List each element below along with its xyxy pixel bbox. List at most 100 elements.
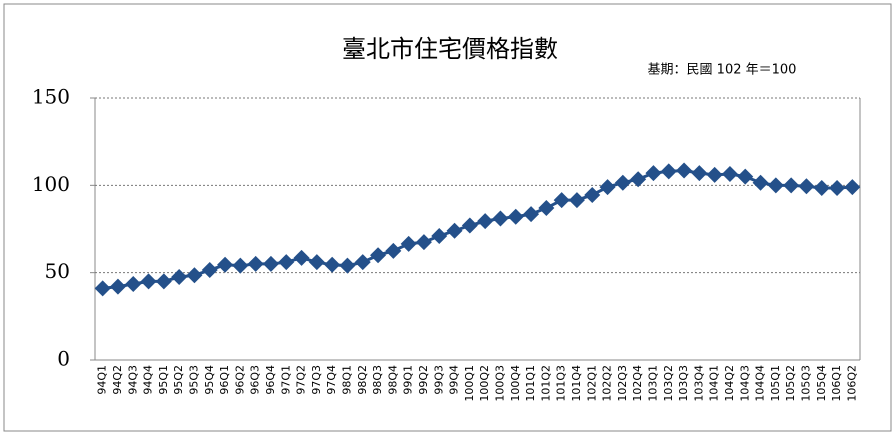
data-marker bbox=[752, 174, 769, 191]
x-tick-label: 94Q3 bbox=[126, 365, 139, 395]
data-marker bbox=[461, 217, 478, 234]
data-marker bbox=[186, 267, 203, 284]
x-tick-label: 97Q3 bbox=[310, 365, 323, 395]
data-marker bbox=[523, 206, 540, 223]
x-tick-label: 105Q1 bbox=[769, 365, 782, 402]
chart-subtitle: 基期：民國 102 年＝100 bbox=[648, 63, 797, 78]
data-marker bbox=[844, 179, 861, 196]
data-marker bbox=[385, 242, 402, 259]
x-tick-label: 94Q2 bbox=[111, 365, 124, 395]
x-tick-label: 100Q3 bbox=[493, 365, 506, 402]
x-tick-label: 96Q1 bbox=[218, 365, 231, 395]
data-marker bbox=[339, 257, 356, 274]
x-tick-label: 94Q1 bbox=[96, 365, 109, 395]
data-marker bbox=[553, 192, 570, 209]
data-marker bbox=[813, 179, 830, 196]
x-tick-label: 97Q1 bbox=[279, 365, 292, 395]
data-marker bbox=[354, 254, 371, 271]
data-marker bbox=[201, 262, 218, 279]
x-tick-label: 99Q2 bbox=[417, 365, 430, 395]
x-tick-label: 100Q1 bbox=[463, 365, 476, 402]
data-marker bbox=[630, 171, 647, 188]
x-tick-label: 101Q3 bbox=[555, 365, 568, 402]
x-tick-label: 101Q1 bbox=[524, 365, 537, 402]
data-marker bbox=[415, 234, 432, 251]
data-marker bbox=[125, 276, 142, 293]
x-tick-label: 105Q4 bbox=[815, 365, 828, 402]
data-marker bbox=[370, 247, 387, 264]
data-marker bbox=[308, 254, 325, 271]
data-marker bbox=[538, 200, 555, 217]
data-marker bbox=[721, 165, 738, 182]
x-tick-label: 104Q4 bbox=[754, 365, 767, 402]
x-tick-label: 105Q2 bbox=[784, 365, 797, 402]
x-tick-label: 98Q2 bbox=[356, 365, 369, 395]
x-tick-label: 100Q4 bbox=[509, 365, 522, 402]
data-marker bbox=[431, 227, 448, 244]
data-marker bbox=[568, 192, 585, 209]
x-tick-label: 99Q1 bbox=[402, 365, 415, 395]
x-tick-label: 102Q1 bbox=[585, 365, 598, 402]
data-marker bbox=[109, 278, 126, 295]
x-tick-label: 98Q3 bbox=[371, 365, 384, 395]
data-marker bbox=[599, 179, 616, 196]
x-tick-label: 97Q4 bbox=[325, 365, 338, 395]
x-tick-label: 103Q1 bbox=[646, 365, 659, 402]
x-tick-label: 95Q1 bbox=[157, 365, 170, 395]
x-tick-label: 99Q4 bbox=[448, 365, 461, 395]
x-tick-label: 102Q4 bbox=[631, 365, 644, 402]
data-marker bbox=[446, 222, 463, 239]
x-tick-label: 101Q2 bbox=[539, 365, 552, 402]
x-tick-label: 100Q2 bbox=[478, 365, 491, 402]
x-tick-label: 103Q2 bbox=[662, 365, 675, 402]
data-marker bbox=[262, 255, 279, 272]
y-tick-label: 150 bbox=[32, 85, 70, 109]
chart-title: 臺北市住宅價格指數 bbox=[342, 35, 558, 63]
data-marker bbox=[767, 177, 784, 194]
x-tick-label: 101Q4 bbox=[570, 365, 583, 402]
data-marker bbox=[507, 208, 524, 225]
data-marker bbox=[660, 163, 677, 180]
x-tick-label: 102Q2 bbox=[601, 365, 614, 402]
x-tick-label: 99Q3 bbox=[432, 365, 445, 395]
x-tick-label: 98Q1 bbox=[340, 365, 353, 395]
x-tick-label: 96Q2 bbox=[233, 365, 246, 395]
data-marker bbox=[614, 174, 631, 191]
x-tick-label: 95Q2 bbox=[172, 365, 185, 395]
y-tick-label: 50 bbox=[45, 259, 70, 283]
data-marker bbox=[783, 177, 800, 194]
x-tick-label: 103Q3 bbox=[677, 365, 690, 402]
data-marker bbox=[324, 256, 341, 273]
data-marker bbox=[492, 210, 509, 227]
data-marker bbox=[278, 254, 295, 271]
x-tick-label: 105Q3 bbox=[799, 365, 812, 402]
data-marker bbox=[798, 178, 815, 195]
data-marker bbox=[691, 165, 708, 182]
x-tick-label: 94Q4 bbox=[142, 365, 155, 395]
x-tick-label: 103Q4 bbox=[692, 365, 705, 402]
x-tick-label: 97Q2 bbox=[295, 365, 308, 395]
x-tick-label: 106Q1 bbox=[830, 365, 843, 402]
x-tick-label: 102Q3 bbox=[616, 365, 629, 402]
x-tick-label: 104Q1 bbox=[708, 365, 721, 402]
x-tick-label: 96Q4 bbox=[264, 365, 277, 395]
x-tick-label: 106Q2 bbox=[845, 365, 858, 402]
x-tick-label: 95Q4 bbox=[203, 365, 216, 395]
x-tick-label: 104Q2 bbox=[723, 365, 736, 402]
y-tick-label: 0 bbox=[57, 347, 70, 371]
data-marker bbox=[293, 249, 310, 266]
data-marker bbox=[94, 280, 111, 297]
data-marker bbox=[171, 269, 188, 286]
data-marker bbox=[706, 166, 723, 183]
data-marker bbox=[155, 273, 172, 290]
x-tick-label: 98Q4 bbox=[386, 365, 399, 395]
x-tick-label: 95Q3 bbox=[187, 365, 200, 395]
data-marker bbox=[247, 255, 264, 272]
data-marker bbox=[645, 165, 662, 182]
data-marker bbox=[217, 256, 234, 273]
data-marker bbox=[737, 168, 754, 185]
y-tick-label: 100 bbox=[32, 172, 70, 196]
data-marker bbox=[477, 213, 494, 230]
